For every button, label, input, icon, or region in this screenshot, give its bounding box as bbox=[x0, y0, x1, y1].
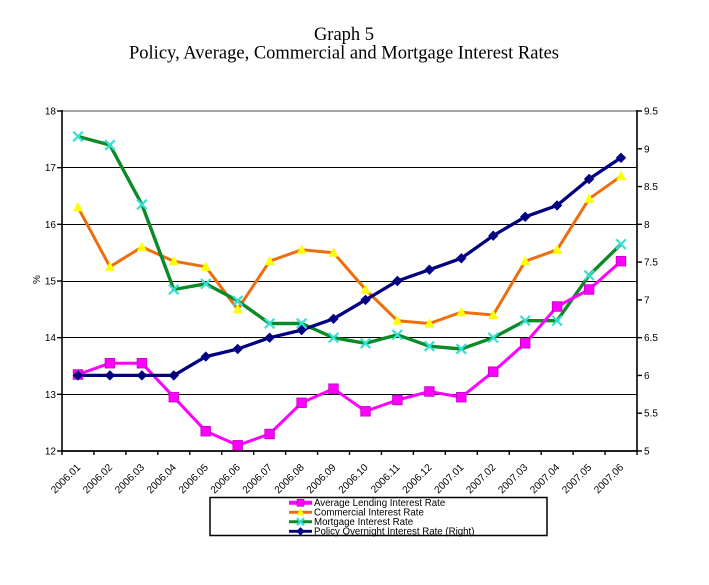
svg-text:8.5: 8.5 bbox=[644, 182, 658, 193]
svg-text:5: 5 bbox=[644, 447, 650, 458]
svg-text:5.5: 5.5 bbox=[644, 409, 658, 420]
svg-text:6: 6 bbox=[644, 371, 650, 382]
svg-text:12: 12 bbox=[45, 447, 57, 458]
svg-text:14: 14 bbox=[45, 333, 57, 344]
svg-text:7: 7 bbox=[644, 295, 650, 306]
svg-text:Average Lending Interest Rate: Average Lending Interest Rate bbox=[314, 498, 445, 509]
svg-text:13: 13 bbox=[45, 390, 57, 401]
svg-text:Commercial Interest Rate: Commercial Interest Rate bbox=[314, 508, 424, 519]
svg-text:9: 9 bbox=[644, 144, 650, 155]
svg-text:Policy Overnight Interest Rate: Policy Overnight Interest Rate (Right) bbox=[314, 527, 474, 538]
svg-text:9.5: 9.5 bbox=[644, 107, 658, 118]
svg-text:Mortgage Interest Rate: Mortgage Interest Rate bbox=[314, 517, 413, 528]
svg-text:6.5: 6.5 bbox=[644, 333, 658, 344]
svg-text:18: 18 bbox=[45, 107, 57, 118]
svg-text:17: 17 bbox=[45, 163, 57, 174]
svg-text:Policy, Average, Commercial an: Policy, Average, Commercial and Mortgage… bbox=[129, 44, 559, 64]
svg-text:7.5: 7.5 bbox=[644, 258, 658, 269]
svg-text:16: 16 bbox=[45, 220, 57, 231]
svg-text:15: 15 bbox=[45, 277, 57, 288]
svg-text:%: % bbox=[32, 275, 43, 284]
svg-text:Graph 5: Graph 5 bbox=[314, 25, 374, 45]
svg-text:8: 8 bbox=[644, 220, 650, 231]
